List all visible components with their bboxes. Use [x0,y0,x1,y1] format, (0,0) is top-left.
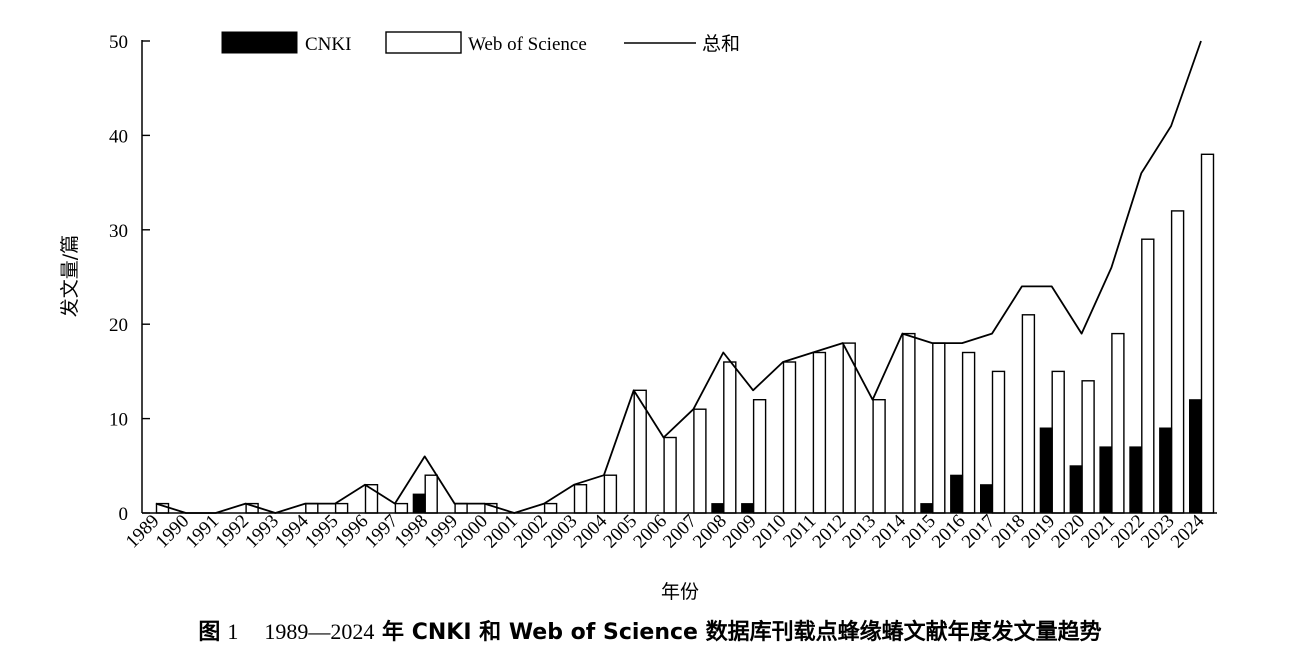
bar-wos-2022 [1141,238,1155,514]
bar-cnki-2023 [1159,427,1173,514]
bar-wos-2008 [723,361,737,514]
bar-wos-1997 [394,502,409,514]
legend-swatch-wos [385,31,462,54]
bar-wos-2011 [812,351,827,514]
bar-cnki-2015 [920,503,934,514]
bar-wos-1995 [334,502,349,514]
bar-wos-1994 [305,502,319,514]
x-tick-label-2024: 2024 [1167,510,1209,552]
bar-wos-1999 [454,502,468,514]
y-tick-label-40: 40 [109,126,128,147]
legend-label-wos: Web of Science [468,34,587,55]
bar-wos-2006 [663,436,677,514]
bar-cnki-2017 [980,484,993,514]
line-total [155,40,1202,514]
bar-wos-2019 [1051,370,1065,514]
bar-wos-2016 [961,351,976,514]
bar-wos-2002 [543,502,558,514]
figure-caption: 图 1 1989—2024 年 CNKI 和 Web of Science 数据库… [0,617,1300,648]
bar-wos-2018 [1021,314,1036,514]
bar-cnki-2016 [950,474,964,514]
y-axis-title: 发文量/篇 [59,235,81,317]
bar-wos-2009 [752,399,767,514]
legend: CNKI Web of Science 总和 [221,31,740,55]
bar-wos-2010 [782,361,797,514]
bar-wos-2020 [1081,380,1095,514]
bar-wos-2007 [693,408,707,514]
y-tick-labels: 0 10 20 30 40 50 [109,32,128,525]
y-tick-label-20: 20 [109,315,128,336]
y-tick-label-30: 30 [109,221,128,242]
legend-swatch-cnki [221,31,298,54]
caption-label: 图 [198,620,221,645]
bar-cnki-2024 [1189,399,1202,514]
legend-label-total: 总和 [702,33,740,55]
y-tick-label-50: 50 [109,32,128,53]
bar-wos-2024 [1200,153,1215,514]
y-tick-label-0: 0 [119,504,129,525]
bar-wos-2003 [573,484,588,514]
bar-wos-2015 [932,342,946,514]
line-layer [155,40,1202,514]
caption-title: 年 CNKI 和 Web of Science 数据库刊载点蜂缘蝽文献年度发文量… [374,620,1102,645]
legend-label-cnki: CNKI [305,34,351,55]
axes-layer [141,40,1217,514]
y-tick-label-10: 10 [109,410,128,431]
bar-cnki-2019 [1039,427,1053,514]
x-axis-title: 年份 [661,581,699,603]
bars-layer [155,153,1215,514]
x-tick-labels: 1989199019911992199319941995199619971998… [122,510,1209,552]
chart: 1989199019911992199319941995199619971998… [59,31,1217,603]
bar-cnki-2022 [1129,446,1143,514]
bar-wos-2012 [842,342,856,514]
bar-cnki-2009 [741,503,755,514]
caption-year-range: 1989—2024 [264,619,375,644]
bar-cnki-1998 [412,493,426,514]
bar-cnki-2020 [1069,465,1083,514]
caption-number: 1 [227,619,239,644]
bar-wos-2004 [603,474,618,514]
bar-wos-2017 [991,370,1006,514]
bar-cnki-2021 [1099,446,1113,514]
bar-wos-2021 [1111,332,1125,514]
bar-wos-2014 [902,332,916,514]
bar-wos-2013 [872,399,886,514]
bar-cnki-2008 [711,503,725,514]
bar-wos-2023 [1170,210,1185,514]
bar-wos-1998 [424,474,438,514]
